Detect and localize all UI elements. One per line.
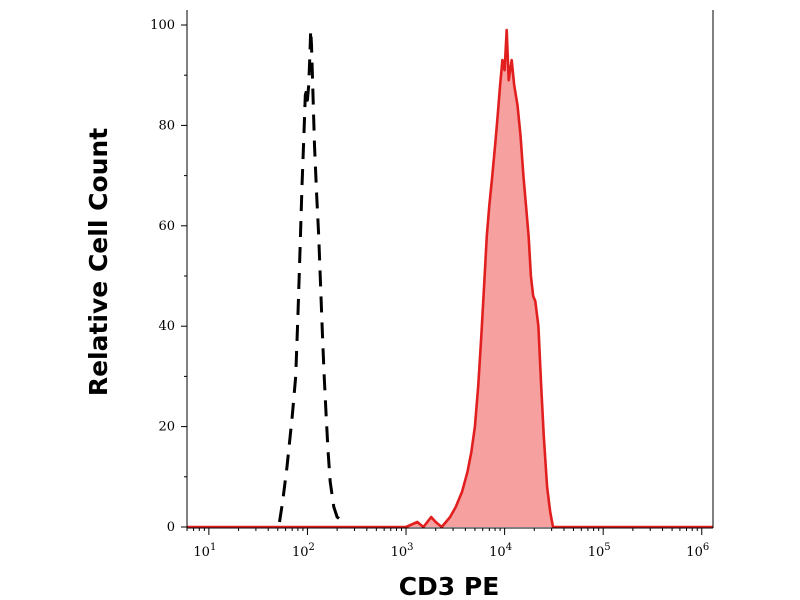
plot-frame <box>186 10 714 529</box>
series-layer <box>187 28 713 529</box>
y-tick-label: 20 <box>158 420 175 435</box>
x-tick-label: 105 <box>588 542 611 560</box>
x-axis-title: CD3 PE <box>399 572 500 600</box>
x-tick-label: 104 <box>489 542 512 560</box>
y-tick-label: 60 <box>158 219 175 234</box>
y-axis-title: Relative Cell Count <box>84 128 113 396</box>
x-tick-label: 103 <box>391 542 414 560</box>
x-tick-label: 106 <box>686 542 709 560</box>
series-0-line <box>278 28 345 524</box>
y-axis: 0 20 40 60 80 100 <box>150 18 187 535</box>
y-tick-label: 40 <box>158 319 175 334</box>
x-tick-label: 101 <box>193 542 216 560</box>
y-tick-label: 80 <box>158 118 175 133</box>
y-tick-label: 0 <box>167 520 175 535</box>
x-axis: 101 102 103 104 105 106 <box>186 528 709 560</box>
y-tick-label: 100 <box>150 18 175 33</box>
x-tick-label: 102 <box>292 542 315 560</box>
series-1-fill <box>187 30 713 527</box>
series-1-line <box>187 28 713 529</box>
